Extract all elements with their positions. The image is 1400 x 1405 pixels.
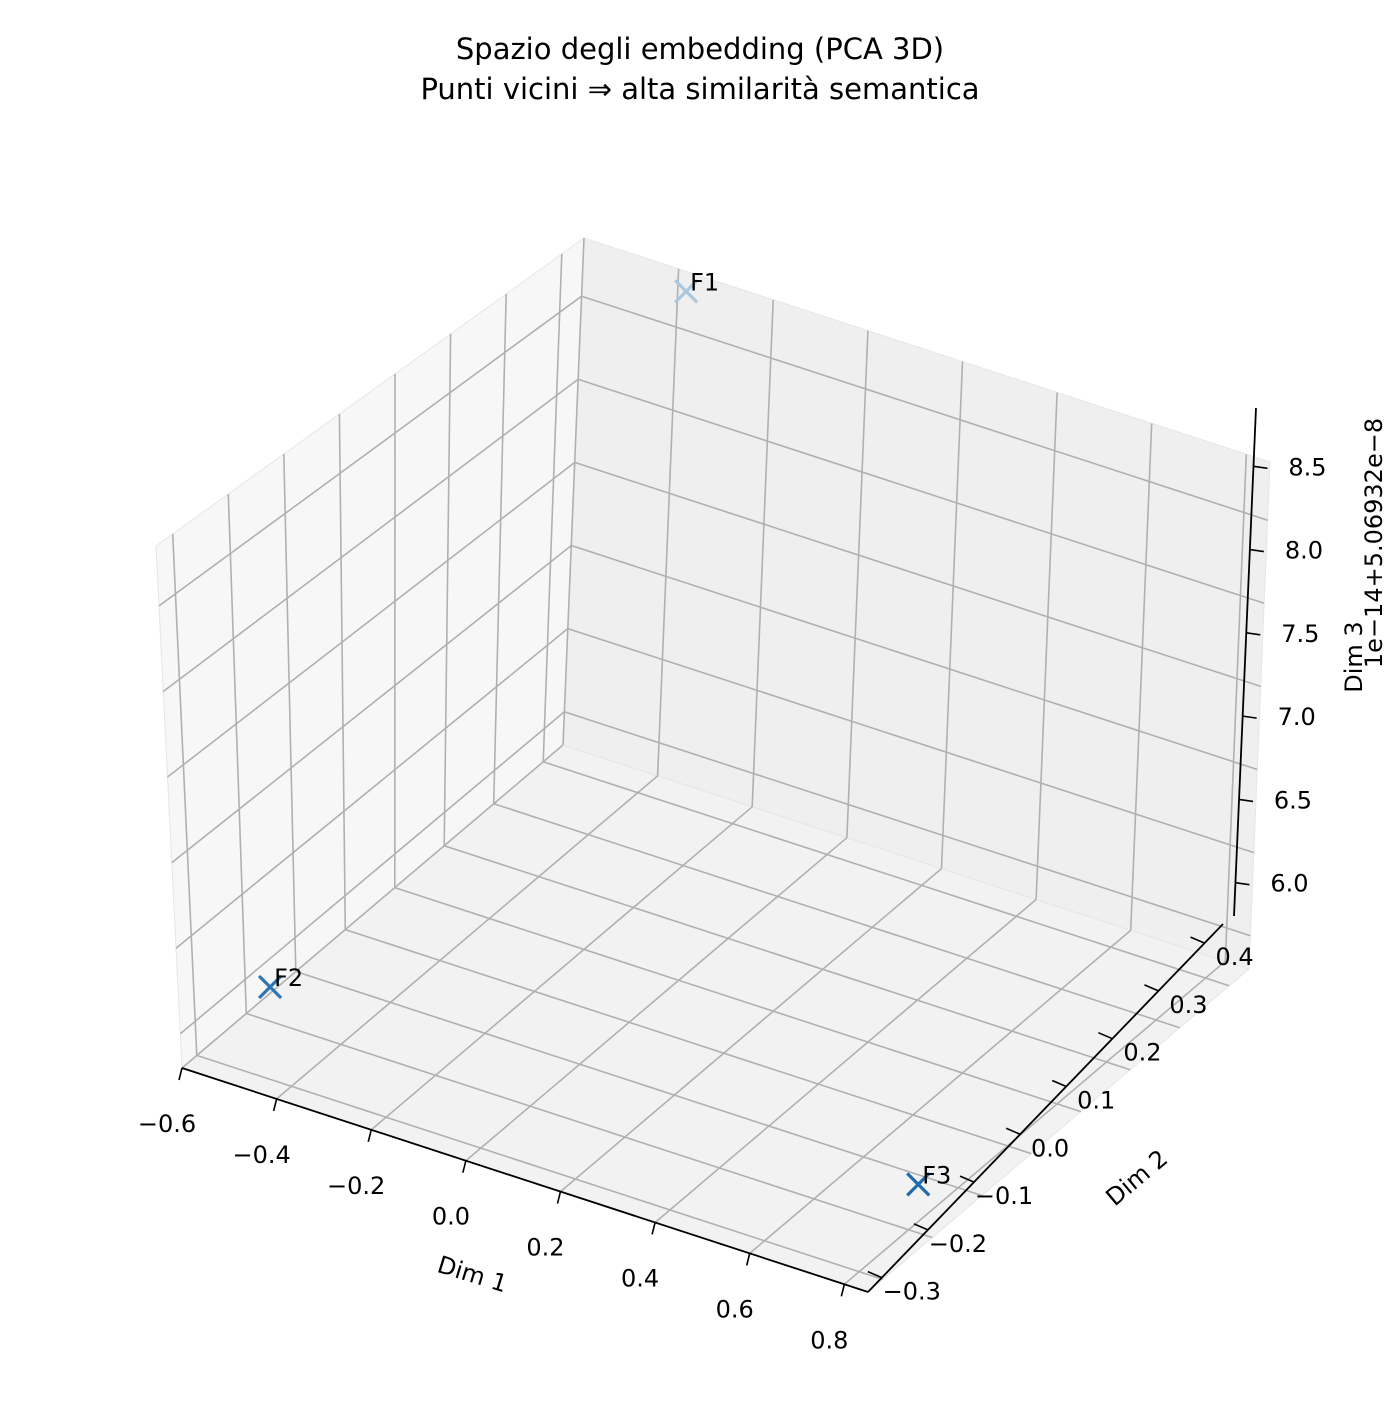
y-tick-label: 0.3 — [1169, 991, 1207, 1019]
x-tick-label: 0.0 — [432, 1203, 470, 1231]
z-tick-label: 7.5 — [1281, 620, 1319, 648]
x-tick-label: −0.2 — [327, 1172, 385, 1200]
x-tick-label: 0.8 — [810, 1326, 848, 1354]
chart-title-line-1: Spazio degli embedding (PCA 3D) — [456, 32, 944, 66]
x-tick-mark — [841, 1284, 844, 1296]
y-tick-label: 0.0 — [1031, 1134, 1069, 1162]
chart-title-line-2: Punti vicini ⇒ alta similarità semantica — [420, 72, 979, 106]
x-tick-mark — [274, 1099, 277, 1111]
x-tick-label: −0.6 — [138, 1110, 196, 1138]
x-tick-mark — [652, 1222, 655, 1234]
y-tick-label: 0.1 — [1077, 1087, 1115, 1115]
y-tick-label: −0.3 — [883, 1278, 941, 1306]
x-tick-label: 0.2 — [526, 1234, 564, 1262]
z-tick-label: 8.0 — [1285, 537, 1323, 565]
axis-panes — [156, 238, 1270, 1292]
x-tick-label: 0.4 — [621, 1265, 659, 1293]
y-axis-label: Dim 2 — [1100, 1144, 1173, 1211]
x-tick-mark — [747, 1253, 750, 1265]
x-tick-label: 0.6 — [716, 1295, 754, 1323]
point-label: F1 — [690, 268, 719, 296]
x-tick-label: −0.4 — [232, 1141, 290, 1169]
z-tick-label: 6.0 — [1270, 870, 1308, 898]
x-tick-mark — [179, 1068, 182, 1080]
y-tick-label: 0.4 — [1216, 943, 1254, 971]
y-tick-label: 0.2 — [1123, 1039, 1161, 1067]
z-tick-label: 8.5 — [1288, 453, 1326, 481]
y-tick-label: −0.1 — [975, 1182, 1033, 1210]
x-axis-label: Dim 1 — [434, 1251, 511, 1299]
z-axis-offset-text: 1e−14+5.06932e−8 — [1360, 418, 1388, 668]
z-tick-label: 7.0 — [1278, 703, 1316, 731]
y-tick-label: −0.2 — [929, 1230, 987, 1258]
x-tick-mark — [463, 1161, 466, 1173]
point-label: F2 — [274, 964, 303, 992]
x-tick-mark — [557, 1192, 560, 1204]
point-label: F3 — [922, 1161, 951, 1189]
x-tick-mark — [368, 1130, 371, 1142]
z-tick-label: 6.5 — [1274, 786, 1312, 814]
